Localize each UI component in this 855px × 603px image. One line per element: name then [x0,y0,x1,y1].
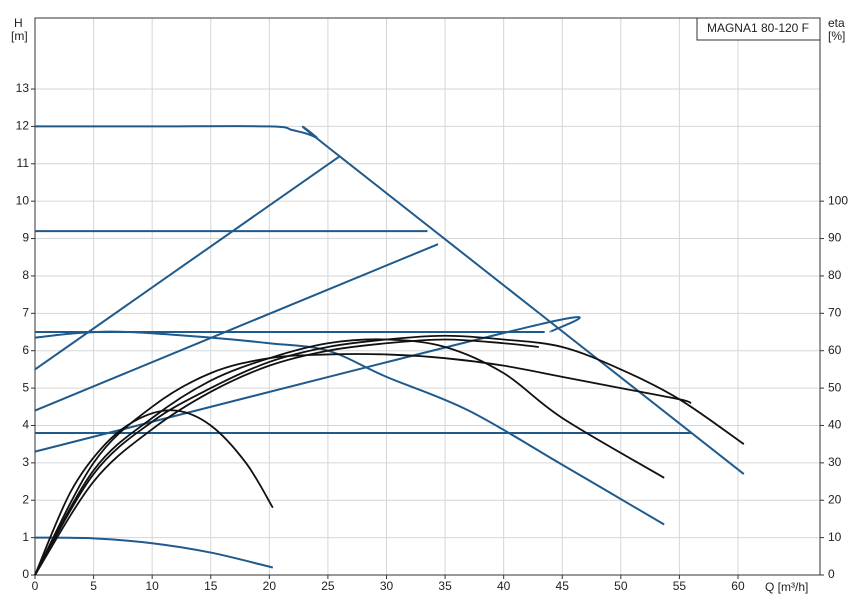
y-tick-label: 9 [22,231,29,245]
x-tick-label: 40 [497,579,511,593]
y2-tick-label: 50 [828,380,842,394]
y-axis-label: [m] [11,29,28,43]
x-tick-label: 45 [556,579,570,593]
x-tick-label: 30 [380,579,394,593]
x-tick-label: 50 [614,579,628,593]
y2-tick-label: 70 [828,305,842,319]
y-tick-label: 6 [22,343,29,357]
series-line [34,243,439,412]
y2-tick-label: 60 [828,343,842,357]
y-tick-label: 12 [16,119,30,133]
y-tick-label: 5 [22,380,29,394]
y-axis-label: H [14,16,23,30]
y2-tick-label: 20 [828,492,842,506]
x-tick-label: 15 [204,579,218,593]
chart-title: MAGNA1 80-120 F [707,21,809,35]
series-line [34,330,665,526]
series-line [34,155,341,371]
y-tick-label: 7 [22,305,29,319]
y-tick-label: 2 [22,492,29,506]
x-tick-label: 20 [263,579,277,593]
x-tick-label: 35 [438,579,452,593]
y2-tick-label: 90 [828,231,842,245]
y-tick-label: 8 [22,268,29,282]
series-line [34,334,745,576]
y2-tick-label: 0 [828,567,835,581]
y2-tick-label: 80 [828,268,842,282]
series-line [34,409,274,576]
y-tick-label: 10 [16,193,30,207]
x-tick-label: 10 [145,579,159,593]
y2-tick-label: 40 [828,418,842,432]
x-tick-label: 25 [321,579,335,593]
series-line [34,353,692,576]
x-tick-label: 5 [90,579,97,593]
y2-axis-label: eta [828,16,845,30]
y-tick-label: 0 [22,567,29,581]
y2-axis-label: [%] [828,29,845,43]
y-tick-label: 13 [16,81,30,95]
y-tick-label: 3 [22,455,29,469]
y-tick-label: 1 [22,530,29,544]
y2-tick-label: 10 [828,530,842,544]
x-tick-label: 0 [32,579,39,593]
y-tick-label: 11 [17,156,30,170]
x-tick-label: 60 [731,579,745,593]
series-line [34,338,539,576]
x-tick-label: 55 [673,579,687,593]
y-tick-label: 4 [22,418,29,432]
x-axis-label: Q [m³/h] [765,580,808,594]
series-line [34,125,745,475]
y2-tick-label: 30 [828,455,842,469]
series-line [34,338,665,576]
plot-frame [34,17,821,576]
series-line [34,316,581,453]
y2-tick-label: 100 [828,193,848,207]
series-line [34,536,274,569]
title-box [696,17,821,41]
